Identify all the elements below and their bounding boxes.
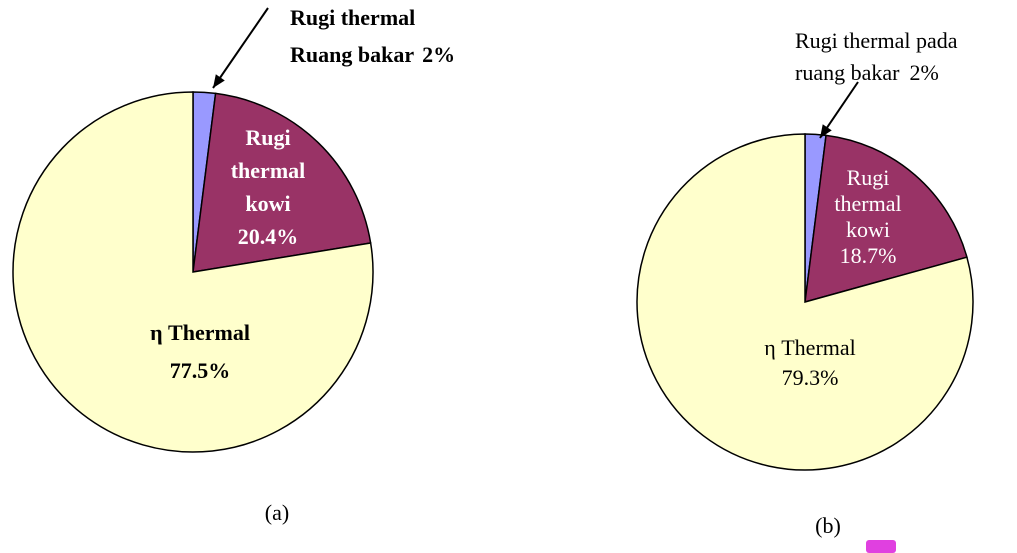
value-label: 18.7% xyxy=(840,243,897,268)
slice-label: Rugi thermal kowi 18.7% xyxy=(834,165,901,268)
pie-slice xyxy=(636,133,974,471)
label-line: kowi xyxy=(846,217,890,242)
arrow-head xyxy=(213,74,225,88)
pie-slice xyxy=(192,92,372,273)
caption: (b) xyxy=(815,513,841,538)
slice-label: Rugi thermal pada ruang bakar 2% xyxy=(795,28,958,85)
value-label: 2% xyxy=(422,42,455,67)
value-label: 77.5% xyxy=(170,358,231,383)
value-label: 2% xyxy=(909,60,938,85)
label-line: Rugi thermal xyxy=(290,5,415,30)
label-line: η Thermal xyxy=(764,335,856,360)
slice-label: Rugi thermal kowi 20.4% xyxy=(231,125,306,249)
slice-label: η Thermal 77.5% xyxy=(150,320,250,383)
value-label: 79.3% xyxy=(782,365,839,390)
arrow-head xyxy=(820,124,832,138)
pie-slice xyxy=(12,91,374,453)
label-line: η Thermal xyxy=(150,320,250,345)
caption: (a) xyxy=(265,500,289,525)
label-line: Rugi xyxy=(245,125,290,150)
pie-slice xyxy=(804,134,968,304)
value-label: 20.4% xyxy=(238,224,299,249)
label-line: Rugi xyxy=(847,165,890,190)
label-line: Rugi thermal pada xyxy=(795,28,958,53)
marker xyxy=(866,540,896,553)
label-line: thermal xyxy=(231,158,306,183)
slice-label: Rugi thermal Ruang bakar 2% xyxy=(290,5,455,67)
label-line: kowi xyxy=(245,191,290,216)
slice-label: η Thermal 79.3% xyxy=(764,335,856,390)
arrow xyxy=(212,7,269,89)
label-line: ruang bakar xyxy=(795,60,900,85)
label-line: thermal xyxy=(834,191,901,216)
label-line: Ruang bakar xyxy=(290,42,414,67)
